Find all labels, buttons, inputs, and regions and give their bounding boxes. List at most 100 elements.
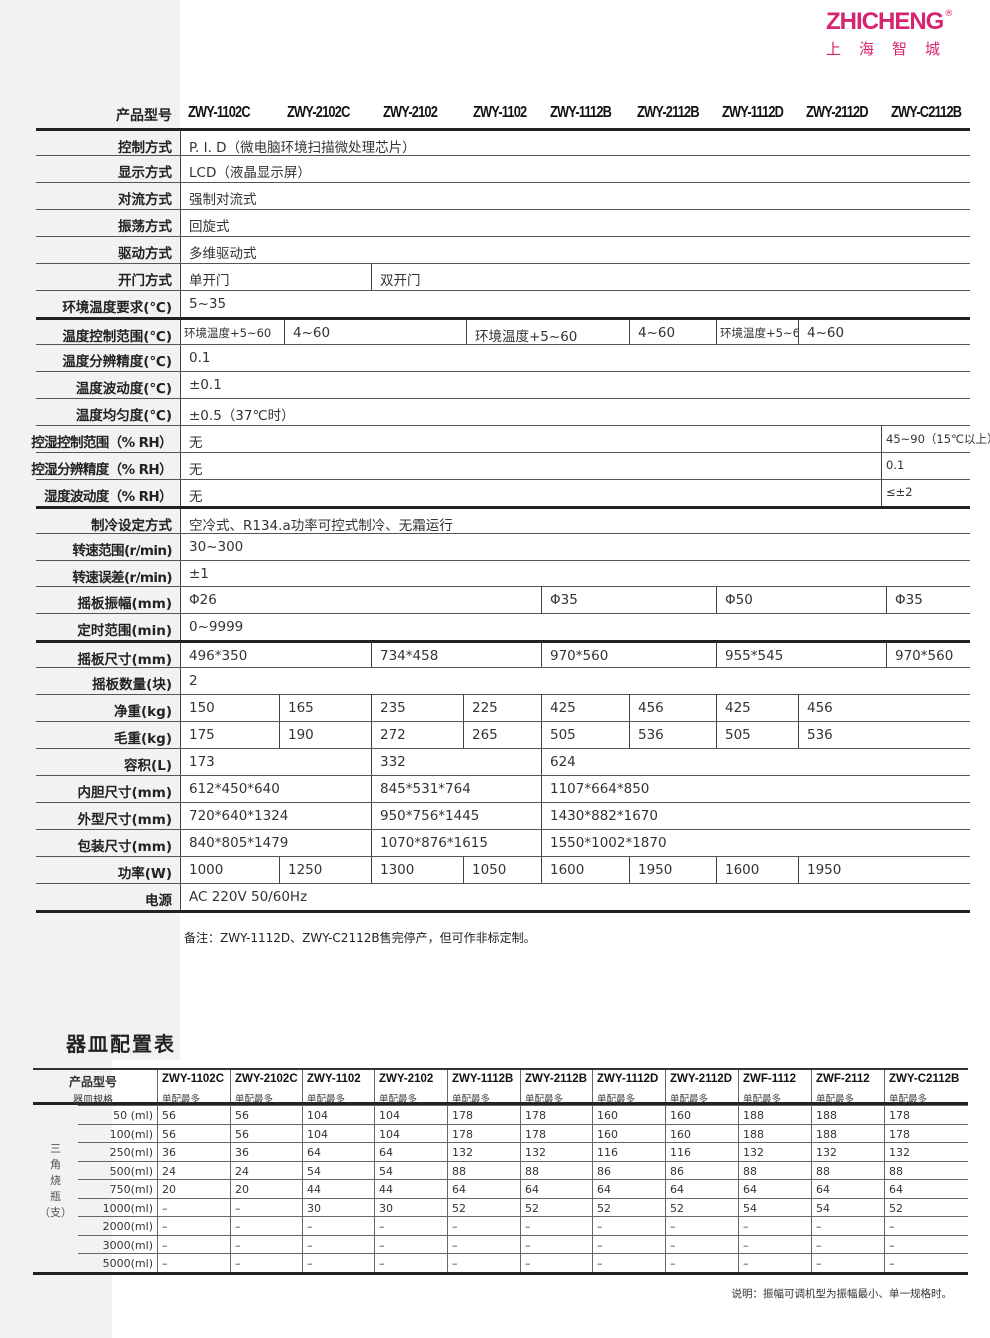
vessel-cell: 86 — [665, 1161, 684, 1179]
vessel-row: 100(ml) 56 56 104 104 178 178 160 160 188 188 178 — [78, 1123, 968, 1142]
spec-row: 外型尺寸(mm) 720*640*1324 950*756*1445 1430*882… — [36, 802, 970, 830]
spec-cell: 无 — [189, 488, 203, 505]
vessel-cell: – — [447, 1217, 458, 1235]
spec-cell: 970*560 — [886, 643, 971, 668]
row-label: 湿度波动度（% RH） — [44, 488, 172, 505]
spec-cell: 多维驱动式 — [189, 245, 257, 262]
spec-cell: 强制对流式 — [189, 191, 257, 208]
vessel-cell: 88 — [738, 1161, 757, 1179]
spec-cell: 1107*664*850 — [541, 776, 971, 803]
row-label: 摇板振幅(mm) — [77, 596, 172, 613]
vessel-cell: 88 — [447, 1161, 466, 1179]
vessel-model-header: ZWY-1102 — [302, 1070, 374, 1088]
vessel-cell: 88 — [811, 1161, 830, 1179]
vessel-model-header: ZWY-1102C — [157, 1070, 230, 1088]
vessel-sub-header: 单配最多 — [157, 1088, 200, 1105]
spec-cell: ±0.5（37℃时） — [189, 407, 295, 424]
spec-cell: 环境温度+5~60 — [716, 319, 798, 344]
divider — [36, 910, 970, 914]
spec-row: 温度均匀度(℃) ±0.5（37℃时） — [36, 397, 970, 425]
model-header: ZWY-2112D — [806, 104, 869, 121]
vessel-size: 1000(ml) — [102, 1201, 153, 1215]
vessel-sub-header: 单配最多 — [520, 1088, 563, 1105]
vessel-model-header: ZWY-C2112B — [884, 1070, 968, 1088]
vessel-cell: – — [230, 1254, 241, 1272]
brand-logo: ZHICHENG® 上海智城 — [826, 8, 976, 59]
vessel-cell: – — [230, 1217, 241, 1235]
spec-cell: 无 — [189, 461, 203, 478]
vessel-cell: – — [157, 1217, 168, 1235]
spec-cell: 734*458 — [371, 643, 541, 668]
vessel-cell: – — [665, 1235, 676, 1253]
side-label-char: 角 — [50, 1158, 61, 1171]
row-label: 转速误差(r/min) — [72, 569, 172, 586]
vessel-cell: 178 — [520, 1106, 546, 1124]
vessel-cell: 132 — [884, 1143, 910, 1161]
row-label: 驱动方式 — [118, 245, 172, 262]
row-label: 毛重(kg) — [114, 731, 172, 748]
vessel-sub-header: 单配最多 — [447, 1088, 490, 1105]
spec-cell: 970*560 — [541, 643, 716, 668]
vessel-sub-header: 单配最多 — [374, 1088, 417, 1105]
spec-cell: 1600 — [541, 857, 629, 884]
vessel-cell: 36 — [230, 1143, 249, 1161]
vessel-row: 2000(ml) – – – – – – – – – – – — [78, 1216, 968, 1235]
spec-cell: 1600 — [716, 857, 798, 884]
vessel-cell: 132 — [520, 1143, 546, 1161]
header-label: 产品型号 — [116, 108, 172, 124]
vessel-cell: – — [665, 1217, 676, 1235]
vessel-cell: – — [157, 1254, 168, 1272]
vessel-cell: 132 — [811, 1143, 837, 1161]
spec-cell: 0.1 — [189, 349, 211, 366]
spec-cell: 272 — [371, 722, 463, 749]
spec-row: 摇板数量(块) 2 — [36, 667, 970, 695]
vessel-cell: 64 — [665, 1180, 684, 1198]
spec-cell: 1550*1002*1870 — [541, 830, 971, 857]
vessel-cell: – — [592, 1235, 603, 1253]
spec-cell: 624 — [541, 749, 971, 776]
spec-cell: 175 — [189, 727, 215, 744]
vessel-size: 100(ml) — [109, 1127, 153, 1141]
side-label: 三角烧瓶 （支） — [33, 1105, 78, 1272]
vessel-cell: 64 — [592, 1180, 611, 1198]
spec-cell: ±0.1 — [189, 376, 222, 393]
vessel-cell: 132 — [738, 1143, 764, 1161]
spec-row: 制冷设定方式 空冷式、R134.a功率可控式制冷、无霜运行 — [36, 505, 970, 534]
vessel-cell: – — [811, 1235, 822, 1253]
model-header: ZWY-2102 — [383, 104, 438, 121]
vessel-row: 750(ml) 20 20 44 44 64 64 64 64 64 64 64 — [78, 1179, 968, 1198]
vessel-cell: – — [520, 1217, 531, 1235]
vessel-cell: – — [230, 1235, 241, 1253]
vessel-model-header: ZWY-1112D — [592, 1070, 665, 1088]
vessel-model-header: ZWY-1112B — [447, 1070, 520, 1088]
vessel-model-header: ZWY-2102C — [230, 1070, 302, 1088]
vessel-row: 3000(ml) – – – – – – – – – – – — [78, 1234, 968, 1253]
vessel-cell: – — [520, 1235, 531, 1253]
row-label: 电源 — [145, 893, 172, 910]
vessel-cell: – — [884, 1254, 895, 1272]
row-label: 控制方式 — [118, 140, 172, 156]
side-label-char: 三 — [50, 1142, 61, 1155]
vessel-size: 500(ml) — [109, 1164, 153, 1178]
registered-mark: ® — [944, 9, 954, 19]
vessel-table: 产品型号 ZWY-1102C ZWY-2102C ZWY-1102 ZWY-2102 Z… — [33, 1068, 968, 1275]
vessel-cell: 52 — [592, 1198, 611, 1216]
spec-row: 容积(L) 173 332 624 — [36, 748, 971, 776]
row-label: 控湿分辨精度（% RH） — [31, 461, 172, 478]
spec-cell: 505 — [541, 722, 629, 749]
spec-row: 温度分辨精度(℃) 0.1 — [36, 343, 970, 371]
spec-row: 控湿分辨精度（% RH） 无 0.1 — [31, 451, 970, 479]
spec-label: 器皿规格 — [73, 1095, 113, 1106]
row-label: 包装尺寸(mm) — [77, 839, 172, 856]
vessel-cell: 178 — [520, 1124, 546, 1142]
logo-cn: 上海智城 — [826, 40, 959, 58]
spec-cell: 1300 — [371, 857, 463, 884]
row-label: 显示方式 — [118, 164, 172, 181]
vessel-header-models: 产品型号 ZWY-1102C ZWY-2102C ZWY-1102 ZWY-2102 Z… — [33, 1070, 968, 1089]
header-label: 产品型号 — [68, 1075, 117, 1089]
vessel-sub-header: 单配最多 — [302, 1088, 345, 1105]
vessel-cell: 24 — [230, 1161, 249, 1179]
vessel-cell: 188 — [811, 1124, 837, 1142]
spec-cell: 0~9999 — [189, 619, 244, 636]
vessel-cell: 44 — [374, 1180, 393, 1198]
